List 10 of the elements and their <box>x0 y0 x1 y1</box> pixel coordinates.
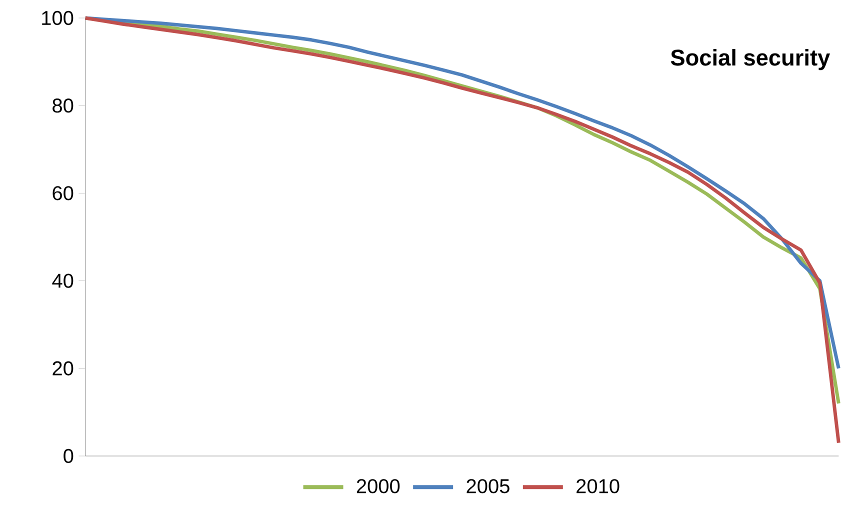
y-tick-label: 0 <box>64 448 74 464</box>
y-tick-label: 80 <box>52 98 74 113</box>
text: Social security <box>670 49 830 70</box>
y-tick-label: 100 <box>42 10 74 26</box>
y-tick-label: 60 <box>52 186 74 200</box>
y-tick-label: 40 <box>52 274 74 288</box>
legend-label: 2010 <box>576 479 620 494</box>
y-tick-label: 20 <box>52 361 74 376</box>
legend-label: 2005 <box>466 479 510 494</box>
legend-label: 2000 <box>356 479 400 494</box>
